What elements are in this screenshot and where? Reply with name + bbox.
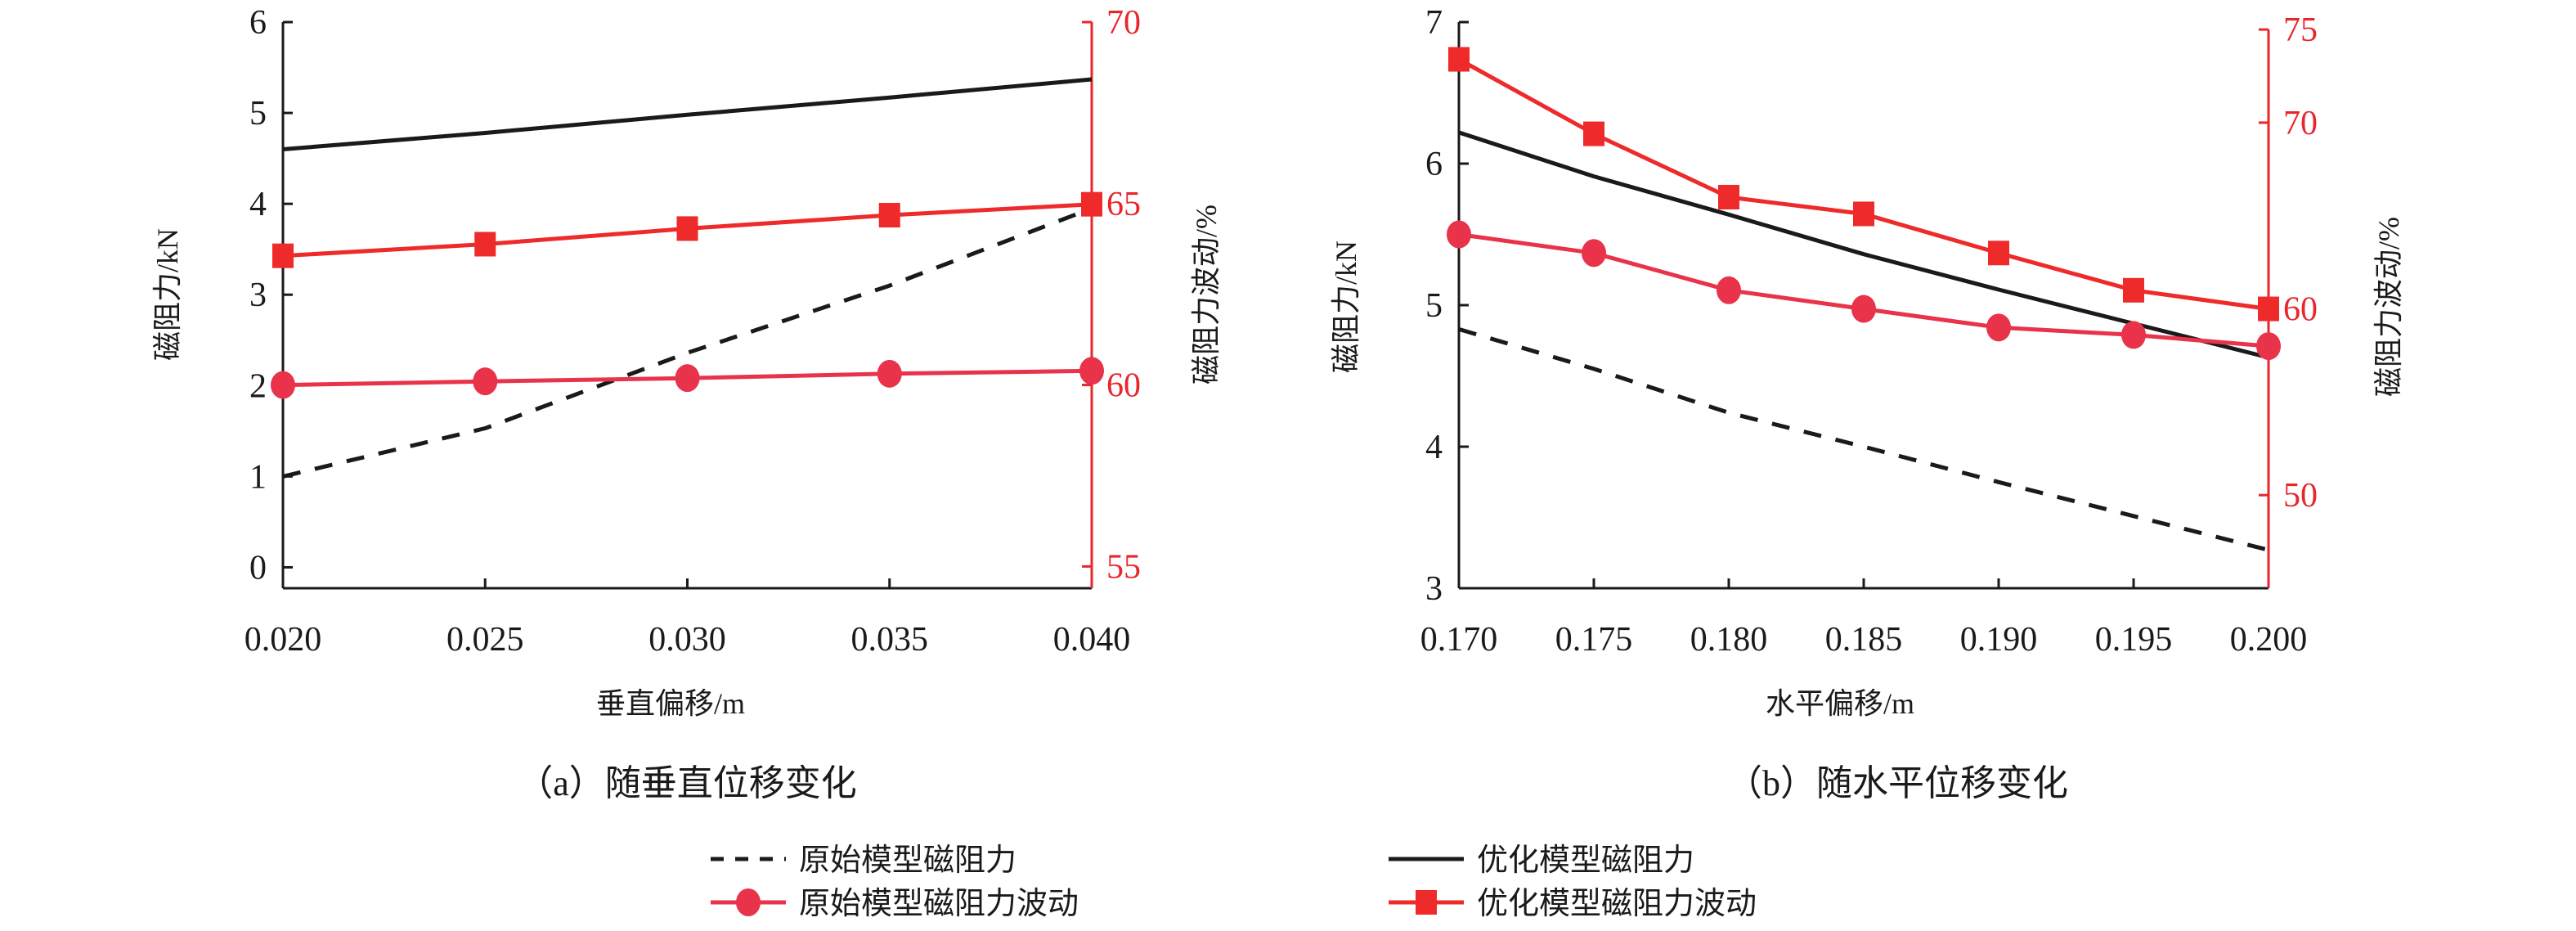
x-tick-label: 0.180 — [1690, 621, 1768, 659]
y-tick-label: 1 — [249, 458, 267, 496]
data-point-square — [1853, 201, 1874, 227]
series-solid — [1458, 130, 2269, 360]
series-line — [1458, 130, 2269, 360]
x-tick-label: 0.185 — [1825, 621, 1903, 659]
data-point-square — [2123, 277, 2144, 303]
data-point-circle — [1079, 357, 1104, 385]
y2-tick-label: 60 — [1106, 367, 1141, 405]
x-axis-title: 垂直偏移/m — [596, 687, 745, 720]
y-tick-label: 6 — [249, 4, 267, 42]
data-point-square — [2258, 296, 2279, 322]
data-point-circle — [1851, 295, 1876, 323]
x-tick-label: 0.040 — [1053, 621, 1131, 659]
x-tick-label: 0.020 — [245, 621, 322, 659]
legend-label: 原始模型磁阻力波动 — [799, 887, 1079, 921]
data-point-circle — [473, 367, 498, 396]
data-point-circle — [1582, 239, 1606, 268]
x-tick-label: 0.170 — [1420, 621, 1498, 659]
x-tick-label: 0.025 — [447, 621, 524, 659]
series-line — [1458, 327, 2269, 552]
y2-tick-label: 60 — [2283, 291, 2318, 329]
legend-label: 原始模型磁阻力 — [799, 843, 1016, 878]
y-tick-label: 3 — [249, 277, 267, 314]
data-point-square — [1988, 241, 2009, 266]
x-tick-label: 0.035 — [851, 621, 929, 659]
y-tick-label: 4 — [249, 186, 267, 223]
data-point-square — [1081, 191, 1102, 217]
legend-circle-marker — [736, 888, 761, 916]
series-square — [272, 191, 1102, 268]
panel-caption: （a）随垂直位移变化 — [517, 763, 857, 803]
data-point-circle — [2256, 332, 2281, 361]
x-tick-label: 0.190 — [1960, 621, 2038, 659]
x-tick-label: 0.175 — [1555, 621, 1633, 659]
y-tick-label: 4 — [1425, 429, 1443, 466]
data-point-square — [1718, 184, 1739, 209]
series-square — [1448, 47, 2279, 322]
legend-label: 优化模型磁阻力 — [1477, 843, 1694, 878]
x-axis-title: 水平偏移/m — [1766, 687, 1914, 720]
y2-axis-title: 磁阻力波动/% — [2372, 217, 2405, 397]
series-line — [1457, 57, 2269, 312]
series-line — [282, 206, 1093, 479]
y2-tick-label: 75 — [2283, 11, 2318, 49]
y-tick-label: 0 — [249, 549, 267, 587]
legend-square-marker — [1416, 890, 1437, 915]
y-tick-label: 5 — [249, 95, 267, 133]
data-point-square — [676, 216, 698, 241]
data-point-circle — [1447, 220, 1471, 249]
y-tick-label: 5 — [1425, 287, 1443, 325]
y-tick-label: 6 — [1425, 146, 1443, 183]
data-point-square — [272, 243, 294, 268]
data-point-circle — [877, 359, 902, 388]
data-point-square — [474, 232, 496, 257]
legend-item: 原始模型磁阻力波动 — [711, 887, 1079, 921]
x-tick-label: 0.200 — [2230, 621, 2308, 659]
y2-tick-label: 50 — [2283, 477, 2318, 515]
y-tick-label: 2 — [249, 367, 267, 405]
y2-tick-label: 70 — [1106, 4, 1141, 42]
chart-b-horizontal-offset: 3 4 5 6 7 50 60 70 75 0.170 0.175 0.180 0.185 0.190 0.… — [1330, 4, 2405, 803]
series-circle — [1447, 220, 2281, 361]
y-tick-label: 3 — [1425, 570, 1443, 608]
y2-tick-label: 70 — [2283, 105, 2318, 142]
legend-item: 优化模型磁阻力 — [1389, 843, 1694, 878]
x-tick-label: 0.030 — [648, 621, 726, 659]
series-dashed — [282, 206, 1093, 479]
series-dashed — [1458, 327, 2269, 552]
y2-tick-label: 55 — [1106, 548, 1141, 586]
legend-item: 优化模型磁阻力波动 — [1389, 887, 1757, 921]
y-axis-title: 磁阻力/kN — [1330, 241, 1362, 373]
data-point-circle — [2121, 321, 2146, 349]
data-point-circle — [675, 364, 700, 393]
data-point-square — [1583, 121, 1604, 146]
data-point-square — [1448, 47, 1470, 72]
data-point-circle — [1717, 276, 1741, 304]
y2-tick-label: 65 — [1106, 186, 1141, 223]
series-solid — [282, 77, 1093, 151]
y2-axis-title: 磁阻力波动/% — [1190, 205, 1223, 385]
series-circle — [271, 357, 1104, 399]
legend-item: 原始模型磁阻力 — [711, 843, 1016, 878]
data-point-circle — [271, 371, 295, 399]
data-point-circle — [1986, 313, 2011, 342]
x-tick-label: 0.195 — [2095, 621, 2173, 659]
chart-a-vertical-offset: 0 1 2 3 4 5 6 55 60 65 70 0.020 0.025 0.030 0.035 0.040… — [151, 4, 1223, 803]
y-axis-title: 磁阻力/kN — [151, 228, 184, 361]
panel-caption: （b）随水平位移变化 — [1726, 763, 2068, 803]
data-point-square — [878, 202, 900, 227]
y-tick-label: 7 — [1425, 4, 1443, 42]
legend-label: 优化模型磁阻力波动 — [1477, 887, 1757, 921]
series-line — [282, 77, 1093, 151]
